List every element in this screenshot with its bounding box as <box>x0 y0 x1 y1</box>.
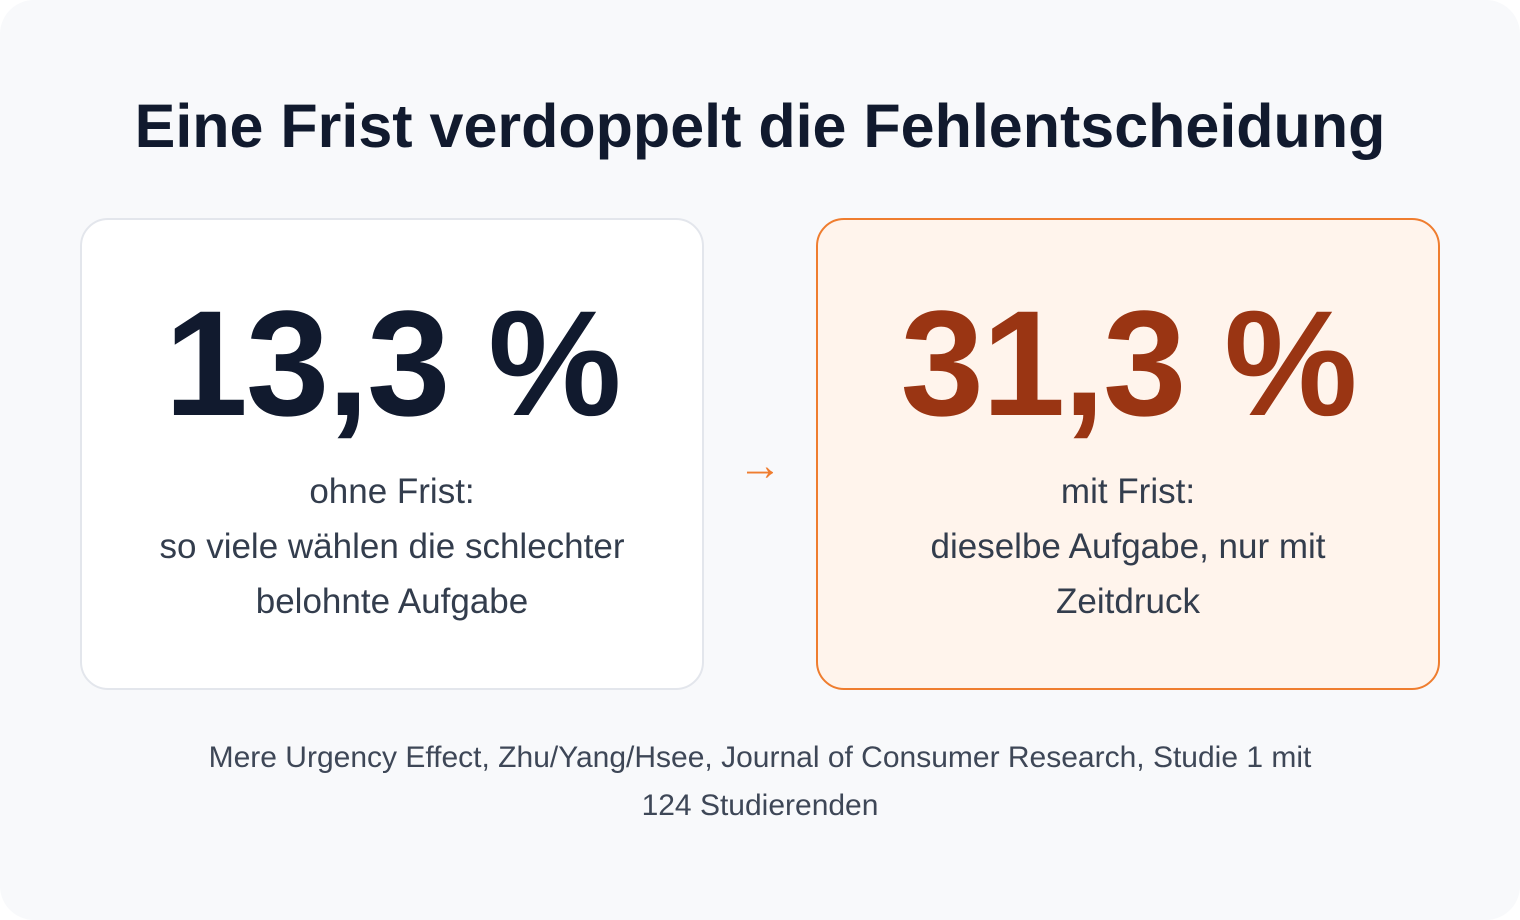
value-without-deadline: 13,3 % <box>164 279 622 447</box>
source-note: Mere Urgency Effect, Zhu/Yang/Hsee, Jour… <box>160 734 1360 830</box>
caption-line: belohnte Aufgabe <box>255 582 529 621</box>
caption-line: Zeitdruck <box>1056 582 1200 621</box>
value-with-deadline: 31,3 % <box>900 279 1358 447</box>
page-title: Eine Frist verdoppelt die Fehlentscheidu… <box>134 92 1386 160</box>
source-line: Mere Urgency Effect, Zhu/Yang/Hsee, Jour… <box>208 741 1312 774</box>
caption-without-deadline: ohne Frist: so viele wählen die schlecht… <box>102 464 682 629</box>
caption-line: so viele wählen die schlechter <box>159 527 625 566</box>
caption-with-deadline: mit Frist: dieselbe Aufgabe, nur mit Zei… <box>838 464 1418 629</box>
caption-line: ohne Frist: <box>309 472 475 511</box>
source-line: 124 Studierenden <box>641 789 879 822</box>
card-without-deadline: 13,3 % ohne Frist: so viele wählen die s… <box>80 218 704 690</box>
card-with-deadline: 31,3 % mit Frist: dieselbe Aufgabe, nur … <box>816 218 1440 690</box>
arrow-right-icon: → <box>738 441 782 490</box>
caption-line: mit Frist: <box>1060 472 1196 511</box>
caption-line: dieselbe Aufgabe, nur mit <box>930 527 1326 566</box>
